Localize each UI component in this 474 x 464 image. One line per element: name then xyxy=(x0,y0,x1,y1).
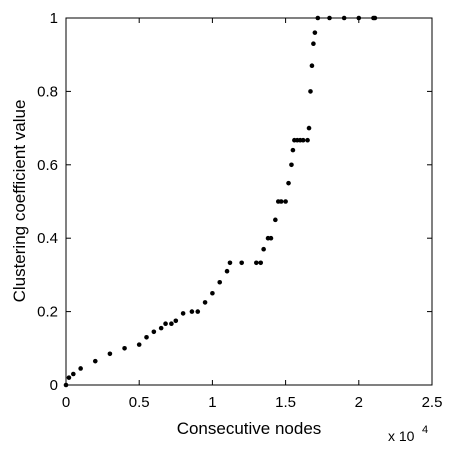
data-point xyxy=(273,218,278,223)
data-point xyxy=(210,291,215,296)
data-point xyxy=(217,280,222,285)
data-point xyxy=(67,375,72,380)
data-point xyxy=(254,260,259,265)
data-point xyxy=(301,138,306,143)
y-tick-label: 0.4 xyxy=(37,230,58,247)
plot-area xyxy=(66,18,432,385)
data-point xyxy=(228,260,233,265)
y-tick-label: 0.6 xyxy=(37,157,58,174)
x-tick-label: 2 xyxy=(355,394,363,411)
data-point xyxy=(71,372,76,377)
data-point xyxy=(144,335,149,340)
data-point xyxy=(78,366,83,371)
data-point xyxy=(190,309,195,314)
data-point xyxy=(169,321,174,326)
data-point xyxy=(283,199,288,204)
data-point xyxy=(305,138,310,143)
data-point xyxy=(311,41,316,46)
data-point xyxy=(286,181,291,186)
x-axis-scale-label: x 10 xyxy=(388,428,415,444)
data-point xyxy=(152,329,157,334)
data-point xyxy=(122,346,127,351)
data-point xyxy=(258,260,263,265)
x-tick-label: 0 xyxy=(62,394,70,411)
data-point xyxy=(307,126,312,131)
data-point xyxy=(269,236,274,241)
x-axis-label: Consecutive nodes xyxy=(177,419,322,438)
data-point xyxy=(181,311,186,316)
x-tick-label: 1.5 xyxy=(275,394,296,411)
x-tick-label: 0.5 xyxy=(129,394,150,411)
data-point xyxy=(316,16,321,21)
data-point xyxy=(174,318,179,323)
data-point xyxy=(279,199,284,204)
data-point xyxy=(159,326,164,331)
data-point xyxy=(239,260,244,265)
x-axis-scale-exponent: 4 xyxy=(422,424,428,436)
data-point xyxy=(310,63,315,68)
x-tick-label: 2.5 xyxy=(422,394,443,411)
data-point xyxy=(261,247,266,252)
y-tick-label: 0 xyxy=(50,377,58,394)
y-axis-label: Clustering coefficient value xyxy=(10,100,29,303)
data-point xyxy=(108,352,113,357)
data-point xyxy=(137,342,142,347)
y-tick-label: 0.8 xyxy=(37,83,58,100)
data-point xyxy=(373,16,378,21)
data-point xyxy=(308,89,313,94)
y-tick-label: 0.2 xyxy=(37,304,58,321)
data-point xyxy=(195,309,200,314)
data-point xyxy=(203,300,208,305)
data-point xyxy=(327,16,332,21)
data-point xyxy=(291,148,296,153)
y-tick-label: 1 xyxy=(50,10,58,27)
data-point xyxy=(313,30,318,35)
data-point xyxy=(225,269,230,274)
data-point xyxy=(342,16,347,21)
data-point xyxy=(289,163,294,168)
data-point xyxy=(93,359,98,364)
x-tick-label: 1 xyxy=(208,394,216,411)
data-point xyxy=(163,321,168,326)
